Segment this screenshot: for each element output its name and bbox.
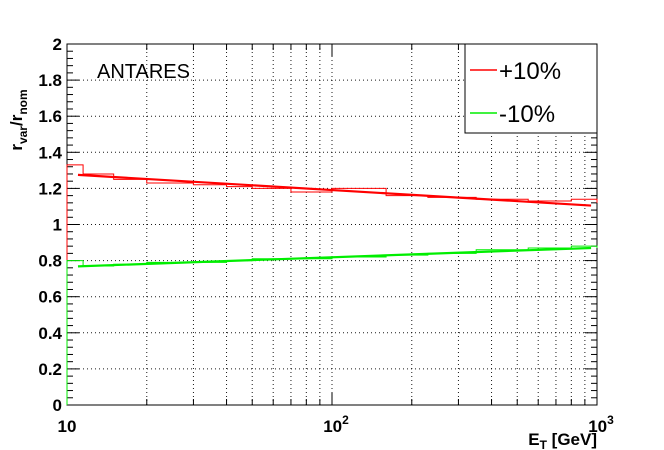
y-tick-label: 1.8 <box>38 71 62 90</box>
legend: +10% -10% <box>464 43 598 134</box>
y-tick-label: 0.4 <box>38 324 62 343</box>
x-axis-label: ET [GeV] <box>528 430 597 450</box>
y-axis-label: rvar/rnom <box>7 89 30 150</box>
histogram-minus10 <box>66 245 598 405</box>
y-tick-label: 0.6 <box>38 288 62 307</box>
legend-label-minus10: -10% <box>499 101 555 128</box>
y-tick-label: 0 <box>53 396 62 415</box>
legend-label-plus10: +10% <box>499 58 561 85</box>
y-tick-label: 1.2 <box>38 179 62 198</box>
histogram-plus10 <box>66 164 598 405</box>
y-tick-label: 0.8 <box>38 252 62 271</box>
y-tick-label: 2 <box>53 35 62 54</box>
tick-labels: 0 0.2 0.4 0.6 0.8 1 1.2 1.4 1.6 1.8 2 10 102 103 <box>38 35 614 436</box>
x-tick-label: 103 <box>588 413 614 436</box>
annotation-antares: ANTARES <box>97 61 190 83</box>
y-tick-label: 1.6 <box>38 107 62 126</box>
series-layer <box>66 164 598 405</box>
y-tick-label: 1.4 <box>38 143 62 162</box>
legend-box <box>464 43 598 134</box>
x-tick-label: 10 <box>58 417 77 436</box>
svg-text:rvar/rnom: rvar/rnom <box>7 89 30 150</box>
fit-line-minus10 <box>77 246 592 268</box>
fit-line-plus10 <box>77 173 592 207</box>
y-tick-label: 1 <box>53 216 62 235</box>
y-tick-label: 0.2 <box>38 360 62 379</box>
x-tick-label: 102 <box>323 413 349 436</box>
